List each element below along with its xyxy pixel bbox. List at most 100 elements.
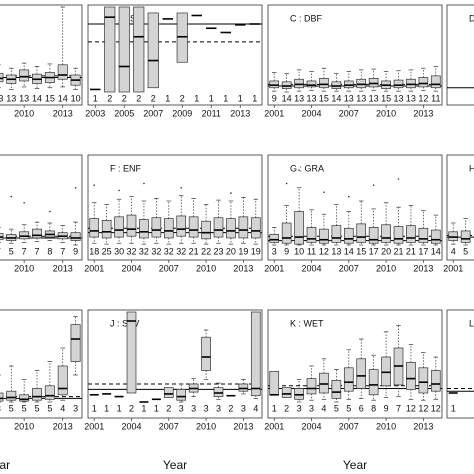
x-tick-label: 2013 [413,263,433,273]
box [281,222,292,244]
x-tick-label: 2007 [143,108,163,118]
x-tick-label: 2004 [121,263,141,273]
count-label: 17 [418,246,428,256]
x-tick-label: 2010 [376,263,396,273]
count-label: 3 [297,403,302,413]
panel [0,309,83,419]
count-label: 13 [306,93,316,103]
box [89,218,100,238]
count-label: 2 [166,403,171,413]
box [163,387,174,398]
x-tick-label: 2003 [85,108,105,118]
count-label: 4 [321,403,326,413]
box [319,372,329,394]
box [430,229,441,244]
count-label: 7 [34,246,39,256]
count-label: 13 [344,93,354,103]
box [343,227,354,244]
box [0,392,4,402]
x-tick-label: 2009 [172,108,192,118]
count-label: 12 [418,403,428,413]
x-tick-label: 2004 [301,108,321,118]
box [201,336,211,371]
count-label: 21 [393,246,403,256]
count-label: 17 [369,246,379,256]
box [368,78,379,88]
count-label: 5 [34,403,39,413]
count-label: 3 [272,246,277,256]
count-label: 1 [194,93,199,103]
count-label: 2 [122,93,127,103]
panel [267,4,443,106]
box [343,367,354,392]
count-label: 14 [58,93,68,103]
box [238,383,249,392]
count-label: 14 [331,93,341,103]
panel [0,154,83,261]
count-label: 3 [0,403,1,413]
count-label: 10 [71,93,81,103]
count-label: 21 [189,246,199,256]
x-tick-label: 2013 [53,421,73,431]
box [238,216,249,239]
box [147,12,159,89]
box [70,232,81,241]
box [448,231,459,241]
x-tick-label: 2001 [84,421,104,431]
panel [446,154,474,261]
count-label: 13 [294,93,304,103]
box [306,378,317,395]
count-label: 23 [213,246,223,256]
x-tick-label: 2001 [264,263,284,273]
x-tick-label: 2013 [413,108,433,118]
x-tick-label: 2004 [121,421,141,431]
box [118,6,130,93]
count-label: 20 [381,246,391,256]
box [356,358,367,389]
count-label: 19 [251,246,261,256]
outlier [397,178,400,180]
count-label: 22 [201,246,211,256]
box [44,385,55,400]
box [114,216,124,238]
count-label: 32 [164,246,174,256]
x-tick-label: 2001 [84,263,104,273]
count-label: 13 [369,93,379,103]
count-label: 10 [294,246,304,256]
box [19,69,30,82]
box [281,81,292,89]
box [381,224,391,243]
x-tick-label: 2001 [264,421,284,431]
count-label: 8 [371,403,376,413]
x-tick-label: 2013 [230,108,250,118]
count-label: 4 [253,403,258,413]
box [319,78,329,89]
box [331,81,342,89]
count-label: 9 [384,403,389,413]
x-axis-label: Year [343,458,367,472]
count-label: 4 [451,246,456,256]
box [269,371,280,396]
count-label: 21 [406,246,416,256]
count-label: 1 [209,93,214,103]
count-label: 1 [451,403,456,413]
panel [446,309,474,419]
count-label: 5 [463,246,468,256]
count-label: 3 [309,403,314,413]
count-label: 8 [47,246,52,256]
outlier [298,169,300,171]
count-label: 13 [393,93,403,103]
outlier [285,182,288,185]
outlier [323,191,325,193]
count-label: 1 [252,93,257,103]
count-label: 1 [92,403,97,413]
count-label: 13 [19,93,29,103]
x-tick-label: 2007 [339,263,359,273]
box [368,227,379,244]
count-label: 1 [154,403,159,413]
count-label: 7 [0,246,1,256]
count-label: 1 [272,403,277,413]
panel [87,4,263,106]
count-label: 13 [356,93,366,103]
